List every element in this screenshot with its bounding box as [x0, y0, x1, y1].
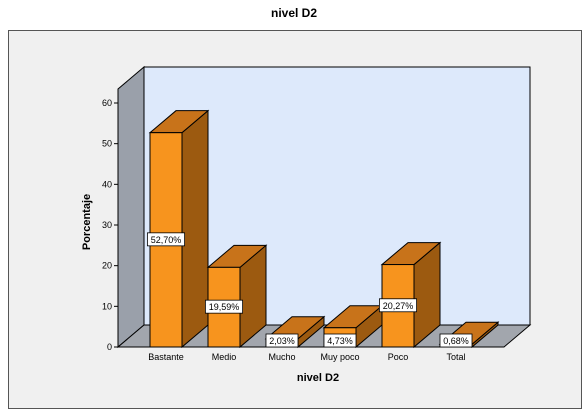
x-tick-label: Bastante	[148, 352, 184, 362]
x-tick-label: Poco	[388, 352, 409, 362]
data-label-box	[378, 298, 417, 313]
x-tick-label: Muy poco	[320, 352, 359, 362]
bar: 52,70%	[146, 109, 210, 349]
data-label: 52,70%	[151, 235, 182, 245]
y-axis-label: Porcentaje	[81, 194, 93, 250]
bar: 2,03%	[264, 315, 326, 349]
y-tick-label: 40	[102, 179, 112, 189]
y-tick-label: 0	[107, 342, 112, 352]
x-axis-label: nivel D2	[297, 372, 339, 384]
side-wall	[117, 65, 145, 349]
bar-side	[181, 109, 209, 349]
x-tick-label: Medio	[212, 352, 237, 362]
data-label-box	[146, 232, 185, 247]
y-tick-label: 20	[102, 261, 112, 271]
bar: 0,68%	[438, 321, 500, 349]
data-label-box	[265, 333, 299, 348]
bars: 52,70% 19,59% 2,03% 4,73% 20,27% 0,68%	[146, 109, 500, 349]
x-axis-ticks: Bastante Medio Mucho Muy poco Poco Total	[148, 352, 465, 362]
y-tick-label: 50	[102, 139, 112, 149]
y-axis: 0 10 20 30 40 50 60	[102, 98, 119, 352]
y-tick-label: 30	[102, 220, 112, 230]
bar: 4,73%	[322, 304, 384, 349]
x-tick-label: Mucho	[268, 352, 295, 362]
bar: 20,27%	[378, 241, 442, 349]
chart-title: nivel D2	[270, 6, 318, 20]
data-label: 19,59%	[209, 302, 240, 312]
x-tick-label: Total	[446, 352, 465, 362]
data-label-box	[439, 333, 473, 348]
data-label-box	[204, 299, 243, 314]
data-label: 2,03%	[269, 336, 295, 346]
y-tick-label: 60	[102, 98, 112, 108]
data-label-box	[323, 333, 357, 348]
data-label: 20,27%	[383, 301, 414, 311]
data-label: 4,73%	[327, 336, 353, 346]
data-label: 0,68%	[443, 336, 469, 346]
y-tick-label: 10	[102, 301, 112, 311]
bar: 19,59%	[204, 244, 268, 349]
